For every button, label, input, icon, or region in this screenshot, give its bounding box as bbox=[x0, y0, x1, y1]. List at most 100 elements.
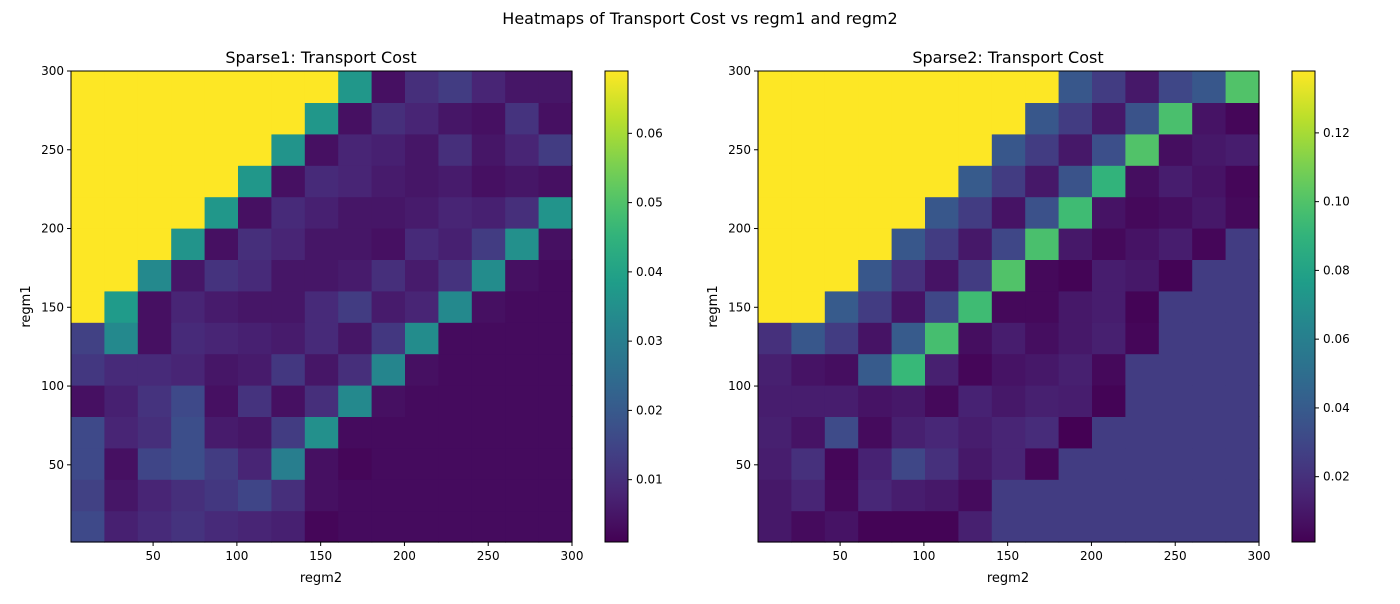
heatmap-cell bbox=[405, 290, 439, 323]
heatmap-cell bbox=[171, 416, 206, 449]
heatmap-cell bbox=[958, 447, 993, 480]
heatmap-cell bbox=[991, 196, 1026, 229]
heatmap-cell bbox=[1025, 353, 1060, 386]
heatmap-cell bbox=[791, 290, 826, 323]
heatmap-cell bbox=[104, 133, 139, 166]
heatmap-cell bbox=[171, 228, 206, 260]
chart-title: Sparse2: Transport Cost bbox=[912, 48, 1103, 67]
x-tick-label: 200 bbox=[1080, 549, 1103, 563]
heatmap-cell bbox=[171, 290, 206, 323]
heatmap-cell bbox=[1158, 165, 1193, 198]
heatmap-cell bbox=[104, 385, 139, 417]
heatmap-cell bbox=[824, 447, 859, 480]
heatmap-cell bbox=[1225, 102, 1260, 135]
heatmap-cell bbox=[338, 228, 373, 260]
colorbar bbox=[604, 70, 629, 543]
heatmap-cell bbox=[824, 510, 859, 543]
heatmap-cell bbox=[824, 290, 859, 323]
heatmap-cell bbox=[137, 228, 172, 260]
heatmap-cell bbox=[538, 322, 573, 355]
heatmap-cell bbox=[925, 290, 959, 323]
heatmap-cell bbox=[991, 259, 1026, 292]
heatmap-cell bbox=[438, 228, 473, 260]
heatmap-cell bbox=[304, 479, 339, 512]
heatmap-cell bbox=[438, 510, 473, 543]
heatmap-cell bbox=[204, 290, 239, 323]
heatmap-cell bbox=[1092, 385, 1126, 417]
heatmap-cell bbox=[538, 259, 573, 292]
figure-suptitle: Heatmaps of Transport Cost vs regm1 and … bbox=[502, 9, 898, 28]
heatmap-cell bbox=[104, 259, 139, 292]
heatmap-cell bbox=[137, 71, 172, 103]
heatmap-cell bbox=[1192, 447, 1227, 480]
heatmap-cell bbox=[1158, 510, 1193, 543]
heatmap-cell bbox=[758, 290, 792, 323]
heatmap-cell bbox=[471, 165, 506, 198]
heatmap-cell bbox=[891, 447, 926, 480]
heatmap-cell bbox=[1092, 133, 1126, 166]
heatmap-cell bbox=[271, 259, 306, 292]
heatmap-cell bbox=[758, 416, 792, 449]
heatmap-cell bbox=[137, 165, 172, 198]
heatmap-cell bbox=[1158, 102, 1193, 135]
heatmap-cell bbox=[991, 353, 1026, 386]
y-tick-label: 100 bbox=[41, 379, 64, 393]
heatmap-cell bbox=[925, 196, 959, 229]
heatmap-cell bbox=[471, 447, 506, 480]
y-tick-label: 100 bbox=[728, 379, 751, 393]
heatmap-cell bbox=[438, 353, 473, 386]
heatmap-cell bbox=[271, 290, 306, 323]
heatmap-cell bbox=[991, 102, 1026, 135]
heatmap-cell bbox=[925, 165, 959, 198]
heatmap-cell bbox=[991, 447, 1026, 480]
heatmap-cell bbox=[304, 196, 339, 229]
heatmap-cell bbox=[1058, 133, 1093, 166]
heatmap-cell bbox=[371, 385, 406, 417]
heatmap-cell bbox=[338, 447, 373, 480]
heatmap-cell bbox=[71, 133, 105, 166]
colorbar-tick-label: 0.01 bbox=[636, 473, 663, 487]
heatmap-cell bbox=[71, 385, 105, 417]
heatmap-cell bbox=[137, 259, 172, 292]
heatmap-cell bbox=[891, 290, 926, 323]
heatmap-cell bbox=[338, 479, 373, 512]
heatmap-cell bbox=[471, 353, 506, 386]
heatmap-cell bbox=[204, 353, 239, 386]
heatmap-cell bbox=[925, 510, 959, 543]
heatmap-cell bbox=[338, 196, 373, 229]
heatmap-cell bbox=[958, 353, 993, 386]
heatmap-cell bbox=[1125, 447, 1160, 480]
heatmap-cell bbox=[858, 165, 893, 198]
heatmap-cell bbox=[71, 228, 105, 260]
heatmap-cell bbox=[791, 228, 826, 260]
heatmap-cell bbox=[471, 416, 506, 449]
heatmap-cell bbox=[1225, 416, 1260, 449]
x-tick-label: 300 bbox=[1248, 549, 1271, 563]
heatmap-cell bbox=[1192, 71, 1227, 103]
heatmap-cell bbox=[438, 447, 473, 480]
heatmap-cell bbox=[1225, 71, 1260, 103]
heatmap-cell bbox=[1158, 385, 1193, 417]
heatmap-cell bbox=[471, 228, 506, 260]
heatmap-cell bbox=[1092, 416, 1126, 449]
x-tick-label: 50 bbox=[832, 549, 847, 563]
plot-frame bbox=[70, 70, 573, 543]
heatmap-cell bbox=[1058, 165, 1093, 198]
colorbar-tick-label: 0.10 bbox=[1323, 195, 1350, 209]
heatmap-cell bbox=[1125, 479, 1160, 512]
heatmap-cell bbox=[891, 385, 926, 417]
heatmap-cell bbox=[271, 479, 306, 512]
heatmap-cell bbox=[104, 447, 139, 480]
heatmap-cell bbox=[204, 165, 239, 198]
colorbar-tick-label: 0.06 bbox=[636, 126, 663, 140]
heatmap-cell bbox=[958, 322, 993, 355]
heatmap-cell bbox=[538, 133, 573, 166]
heatmap-cell bbox=[758, 385, 792, 417]
y-tick-label: 300 bbox=[728, 64, 751, 78]
heatmap-cell bbox=[1058, 510, 1093, 543]
heatmap-cell bbox=[304, 71, 339, 103]
heatmap-cell bbox=[171, 102, 206, 135]
heatmap-cell bbox=[1225, 447, 1260, 480]
heatmap-cell bbox=[271, 71, 306, 103]
